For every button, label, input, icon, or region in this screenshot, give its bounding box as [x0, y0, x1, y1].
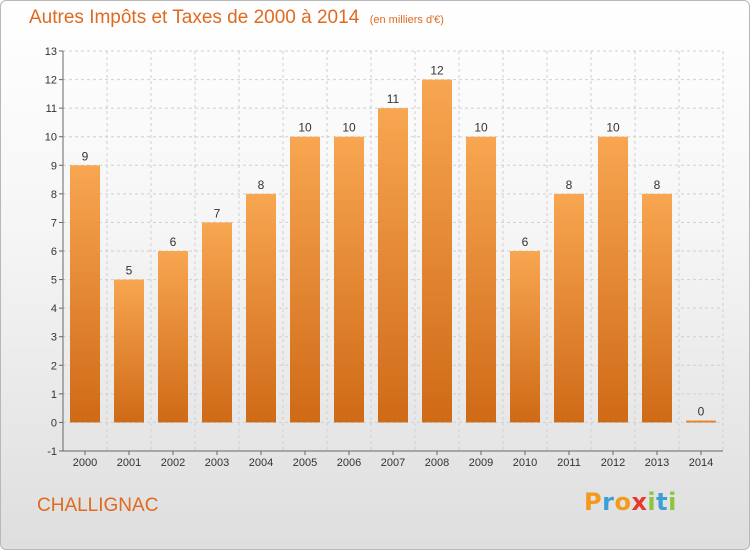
bar-value-label: 8: [258, 178, 265, 192]
bar: [554, 193, 584, 423]
y-tick-label: 1: [51, 389, 57, 401]
y-tick-label: 6: [51, 246, 57, 258]
subtitle-text: (en milliers d'€): [369, 14, 444, 26]
x-tick-label: 2009: [469, 457, 493, 469]
bars: [70, 79, 716, 423]
bar-value-label: 8: [566, 178, 573, 192]
x-tick-label: 2005: [293, 457, 317, 469]
y-tick-label: 7: [51, 217, 57, 229]
bar: [378, 108, 408, 423]
y-tick-label: 3: [51, 332, 57, 344]
y-tick-label: 9: [51, 160, 57, 172]
bar-value-label: 5: [126, 264, 133, 278]
x-tick-label: 2008: [425, 457, 449, 469]
bar-value-label: 10: [298, 121, 312, 135]
bar-value-label: 11: [387, 92, 400, 106]
x-tick-label: 2010: [513, 457, 537, 469]
title-text: Autres Impôts et Taxes de 2000 à 2014: [29, 7, 360, 28]
x-tick-label: 2011: [557, 457, 581, 469]
y-tick-label: 10: [45, 132, 57, 144]
x-tick-label: 2014: [689, 457, 713, 469]
bar: [290, 136, 320, 423]
bar-value-label: 10: [342, 121, 356, 135]
logo-letter: i: [668, 488, 677, 516]
bar: [246, 193, 276, 423]
x-tick-label: 2006: [337, 457, 361, 469]
y-tick-label: 2: [51, 360, 57, 372]
bar: [70, 165, 100, 423]
bar-value-label: 9: [82, 149, 89, 163]
logo-letter: o: [614, 488, 632, 516]
bar-value-label: 12: [430, 64, 444, 78]
y-tick-label: -1: [47, 446, 57, 458]
logo-letter: P: [584, 488, 603, 516]
bar: [422, 79, 452, 423]
chart-title: Autres Impôts et Taxes de 2000 à 2014 (e…: [29, 7, 444, 29]
commune-name: CHALLIGNAC: [37, 495, 159, 516]
y-tick-label: 8: [51, 189, 57, 201]
x-tick-label: 2003: [205, 457, 229, 469]
bar-value-label: 10: [606, 121, 620, 135]
bar-value-label: 6: [170, 235, 177, 249]
y-tick-label: 0: [51, 417, 57, 429]
bar-value-label: 6: [522, 235, 529, 249]
y-tick-label: 12: [45, 75, 57, 87]
y-tick-label: 13: [45, 46, 57, 58]
x-tick-label: 2012: [601, 457, 625, 469]
logo-letter: x: [631, 488, 648, 516]
logo-letter: i: [647, 488, 657, 516]
bar-value-label: 10: [474, 121, 488, 135]
bar: [202, 222, 232, 423]
bar: [466, 136, 496, 423]
labels: 9 2000 5 2001 6 2002 7 2003 8 2004 10 2005 10 2006 11 2…: [73, 64, 713, 469]
y-tick-label: 4: [51, 303, 57, 315]
x-tick-label: 2002: [161, 457, 185, 469]
x-tick-label: 2004: [249, 457, 273, 469]
logo-letter: t: [656, 488, 669, 516]
bar: [158, 251, 188, 423]
bar-value-label: 7: [214, 206, 221, 220]
y-tick-label: 11: [46, 103, 57, 115]
proxiti-logo[interactable]: Proxiti: [584, 488, 677, 516]
bar-value-label: 8: [654, 178, 661, 192]
bar: [334, 136, 364, 423]
bar-value-label: 0: [698, 404, 705, 418]
bar: [598, 136, 628, 423]
x-tick-label: 2000: [73, 457, 97, 469]
y-tick-label: 5: [51, 275, 57, 287]
bar: [114, 279, 144, 423]
bar: [642, 193, 672, 423]
bar: [510, 251, 540, 423]
x-tick-label: 2007: [381, 457, 405, 469]
x-tick-label: 2013: [645, 457, 669, 469]
bar: [686, 420, 716, 423]
logo-letter: r: [602, 488, 615, 516]
x-tick-label: 2001: [117, 457, 141, 469]
